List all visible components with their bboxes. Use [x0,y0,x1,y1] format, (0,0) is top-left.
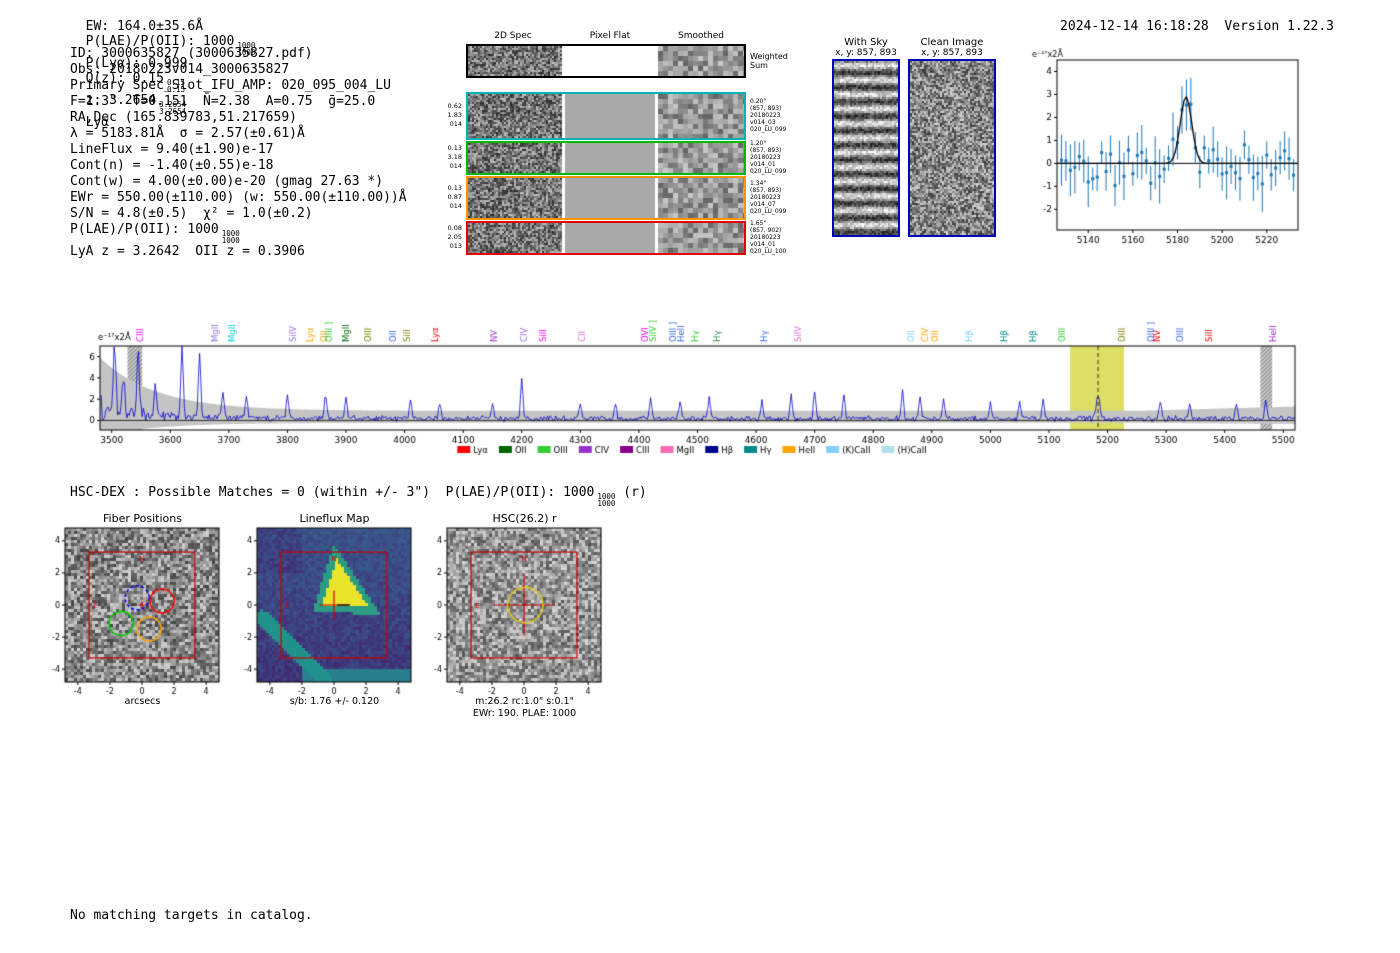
info-cont-n: Cont(n) = -1.40(±0.55)e-18 [70,158,274,173]
fiber-positions-title: Fiber Positions [103,512,182,525]
hsc-r-xlabel2: EWr: 190. PLAE: 1000 [472,708,577,719]
header-plae: P(LAE)/P(OII): 1000 1000 1000 [85,34,256,57]
label-line: 0.08 [447,224,462,232]
header-plya: P(Lyα): 0.999 [85,56,188,71]
report-datetime: 2024-12-14 16:18:28 [1060,19,1209,34]
full-spectrum-plot [56,262,1318,460]
info-redshifts: LyA z = 3.2642 OII z = 0.3906 [70,244,305,259]
cutout-strip-4 [468,223,744,253]
lineflux-map-xlabel: s/b: 1.76 +/- 0.120 [289,696,380,707]
clean-image-coords: x, y: 857, 893 [921,48,983,58]
lineflux_map-plot [222,526,427,698]
label-line: 3.18 [447,153,462,161]
info-cont-w: Cont(w) = 4.00(±0.00)e-20 (gmag 27.63 *) [70,174,384,189]
cutout-row-2-left-labels: 0.13 3.18 014 [428,144,462,171]
cutout-row-2-right-labels: 1.20" (857, 893) 20180223 v014_01 020_LU_099 [750,140,787,175]
cutout-strip-3 [468,178,744,218]
clean-image-frame [908,59,996,237]
hsc-r-xlabel: m:26.2 rc:1.0" s:0.1" [475,696,574,707]
label-line: 1.83 [447,111,462,119]
cutout-row-2 [466,141,746,175]
with-sky-frame [832,59,900,237]
cutout-row-3-right-labels: 1.34" (857, 893) 20180223 v014_07 020_LU_099 [750,180,787,215]
object-info-block: ID: 3000635827 (3000635827.pdf) Obs: 201… [70,46,407,260]
line-fit-plot [1030,48,1330,246]
label-line: 013 [449,242,462,250]
col-title-smoothed: Smoothed [678,31,724,41]
with-sky-coords: x, y: 857, 893 [835,48,897,58]
cutout-strip-weighted [468,46,744,76]
weighted-sum-label: Weighted Sum [750,52,788,70]
label-line: 0.62 [447,102,462,110]
info-ra-dec: RA,Dec (165.839783,51.217659) [70,110,297,125]
info-id: ID: 3000635827 (3000635827.pdf) [70,46,313,61]
label-line: 2.05 [447,233,462,241]
header-summary: EW: 164.0±35.6Å P(LAE)/P(OII): 1000 1000 1… [70,4,271,130]
info-plae-fraction: 1000 1000 [221,229,240,245]
footer-notes: No matching targets in catalog. Row inte… [70,876,313,953]
label-line: 0.13 [447,184,462,192]
qz-fraction: 0.15 0.15 [166,78,185,94]
info-obs: Obs: 20180223v014_3000635827 [70,62,290,77]
cutout-strip-2 [468,143,744,173]
lineflux-map-title: Lineflux Map [299,512,370,525]
hsc_r-plot [412,526,617,698]
info-ewr: EWr = 550.00(±110.00) (w: 550.00(±110.00… [70,190,407,205]
cutout-row-1-left-labels: 0.62 1.83 014 [428,102,462,129]
col-title-2d-spec: 2D Spec [494,31,532,41]
cutout-row-3 [466,176,746,220]
clean-image-title: Clean Image [920,37,984,48]
info-primary-spec: Primary Spec_Slot_IFU_AMP: 020_095_004_L… [70,78,391,93]
z-fraction: 3.2654 3.2654 [159,100,187,116]
hsc-dex-line: HSC-DEX : Possible Matches = 0 (within +… [70,485,647,508]
fiber_positions-plot [30,526,235,698]
cutout-strip-1 [468,94,744,138]
info-lambda-sigma: λ = 5183.81Å σ = 2.57(±0.61)Å [70,126,305,141]
info-sn-chi2: S/N = 4.8(±0.5) χ² = 1.0(±0.2) [70,206,313,221]
header-datetime-version: 2024-12-14 16:18:28 Version 1.22.3 [1044,4,1334,34]
cutout-row-4-right-labels: 1.65" (857, 902) 20180223 v014_01 020_LU_100 [750,220,787,255]
label-line: 014 [449,202,462,210]
cutout-row-1-right-labels: 0.20" (857, 893) 20180223 v014_03 020_LU_099 [750,98,787,133]
header-qz: Q(z): 0.15 0.15 0.15 [85,71,185,94]
footer-line-1: No matching targets in catalog. [70,908,313,923]
cutout-row-4-left-labels: 0.08 2.05 013 [428,224,462,251]
header-ew: EW: 164.0±35.6Å [85,19,204,34]
col-title-pixel-flat: Pixel Flat [589,31,631,41]
info-lineflux: LineFlux = 9.40(±1.90)e-17 [70,142,274,157]
header-line-id: Lyα [85,115,110,130]
label-line: 0.87 [447,193,462,201]
info-fiber-stats: F=1.3" T=0.151 N̄=2.38 A=0.75 ḡ=25.0 [70,94,376,109]
with-sky-title: With Sky [844,37,888,48]
report-version: Version 1.22.3 [1224,19,1334,34]
clean-image [910,61,994,235]
hsc-r-title: HSC(26.2) r [492,512,557,525]
plae-fraction: 1000 1000 [237,41,256,57]
header-z: z: 3.2654 3.2654 3.2654 [85,93,187,116]
cutout-row-4 [466,221,746,255]
cutout-row-1 [466,92,746,140]
with-sky-image [834,61,898,235]
cutout-row-weighted [466,44,746,78]
label-line: 014 [449,120,462,128]
label-line: 014 [449,162,462,170]
cutout-row-3-left-labels: 0.13 0.87 014 [428,184,462,211]
fiber-positions-xlabel: arcsecs [124,696,161,707]
info-plae-line: P(LAE)/P(OII): 1000 1000 1000 [70,222,240,245]
label-line: 0.13 [447,144,462,152]
hsc-dex-fraction: 1000 1000 [597,492,616,508]
